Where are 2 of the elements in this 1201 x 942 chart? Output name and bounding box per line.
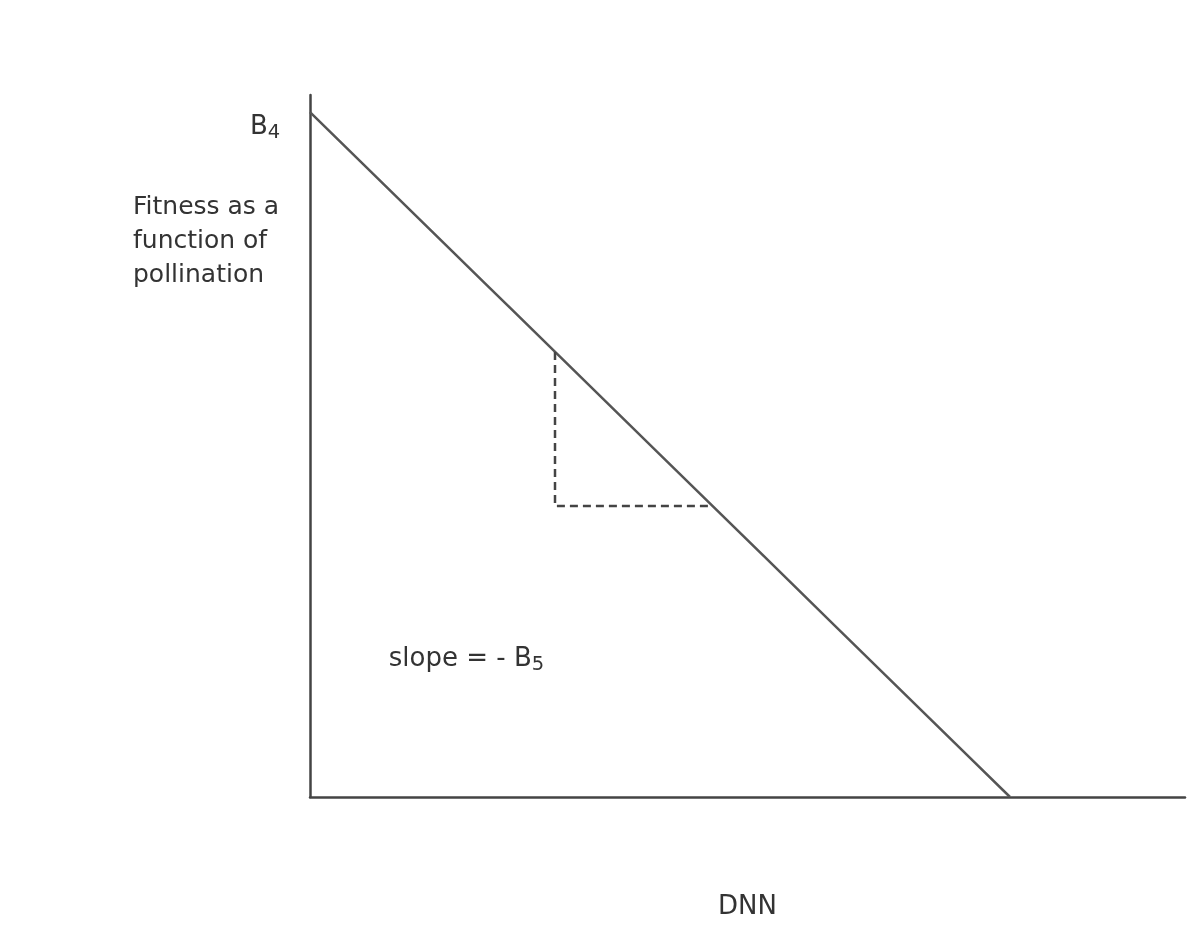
x-axis-title: DNN [718, 890, 777, 920]
y-axis-title: Fitness as a function of pollination [133, 190, 288, 288]
